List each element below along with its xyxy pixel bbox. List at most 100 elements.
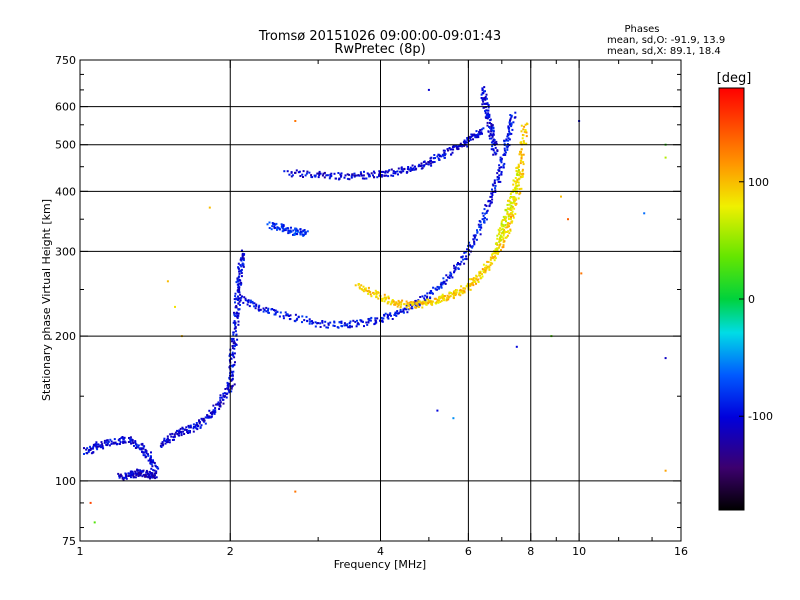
data-point [118,443,121,445]
data-point [452,148,455,151]
data-point [240,275,243,278]
data-point [319,322,322,325]
data-point [398,301,401,304]
data-point [369,319,372,322]
data-point [429,296,432,299]
data-point [491,194,494,196]
data-point [523,130,526,133]
data-point [488,125,490,128]
data-point [226,381,229,384]
data-point [485,116,488,119]
data-point [499,234,502,237]
data-point [518,193,521,196]
data-point [519,162,522,165]
data-point [508,199,511,202]
data-point [105,443,108,446]
data-point [237,297,240,300]
data-point [515,192,518,195]
data-point [443,280,446,283]
data-point [289,314,292,317]
data-point [378,173,381,176]
data-point [147,472,149,475]
data-point [397,299,400,302]
data-point [270,228,273,231]
data-point [232,321,235,324]
data-point [512,190,515,193]
x-tick-label: 6 [465,545,472,558]
data-point [499,180,502,183]
data-point [489,195,492,198]
data-point [274,223,277,226]
data-point [494,248,497,251]
data-point [301,315,304,318]
data-point [508,213,510,216]
data-point [252,302,255,305]
data-point [141,447,144,450]
data-point [161,442,164,445]
data-point [491,188,493,191]
data-point [486,260,489,263]
data-point [350,176,353,179]
data-point [382,297,385,300]
data-point [454,289,457,291]
data-point [360,284,363,287]
data-point [473,237,476,240]
data-point [288,315,291,317]
data-point [394,301,397,304]
data-point [405,306,408,309]
data-point [150,451,152,454]
data-point [288,173,291,176]
data-point [386,313,389,316]
data-point [210,415,213,418]
data-point [397,312,399,315]
data-point [505,209,508,212]
data-point [266,223,269,226]
data-point [343,324,346,327]
data-point [249,300,252,303]
x-axis-label: Frequency [MHz] [334,558,426,571]
data-point [119,441,122,444]
phases-header: Phases [624,24,659,35]
data-point [230,390,233,393]
data-point [520,148,523,151]
data-point [235,298,238,301]
data-point [217,403,220,406]
data-point [459,145,462,148]
data-point [418,304,421,307]
data-point [502,232,505,235]
data-point [496,237,499,240]
data-point [443,299,445,302]
data-point [489,119,492,122]
data-point [235,311,238,314]
data-point [363,170,365,173]
data-point [213,410,216,413]
data-point [512,200,515,203]
data-point [106,439,109,442]
data-point [388,169,391,172]
data-point [286,313,289,316]
data-point [139,474,142,477]
data-point [108,444,111,447]
data-point [231,378,234,381]
data-point [483,208,486,211]
data-point [480,277,483,279]
data-point [231,384,234,387]
data-point [234,327,237,330]
data-point [474,277,477,280]
data-point [490,257,493,259]
data-point [440,295,443,298]
data-point [437,297,440,300]
data-point [447,296,450,299]
data-point [232,354,235,357]
data-point [230,337,233,340]
data-point [510,221,513,224]
data-point [460,256,463,259]
data-point [446,297,449,300]
data-point [237,283,240,286]
data-point [85,448,88,451]
y-tick-label: 200 [55,330,76,343]
data-point [512,197,515,200]
data-point [580,272,583,275]
data-point [182,427,184,430]
data-point [429,292,432,295]
